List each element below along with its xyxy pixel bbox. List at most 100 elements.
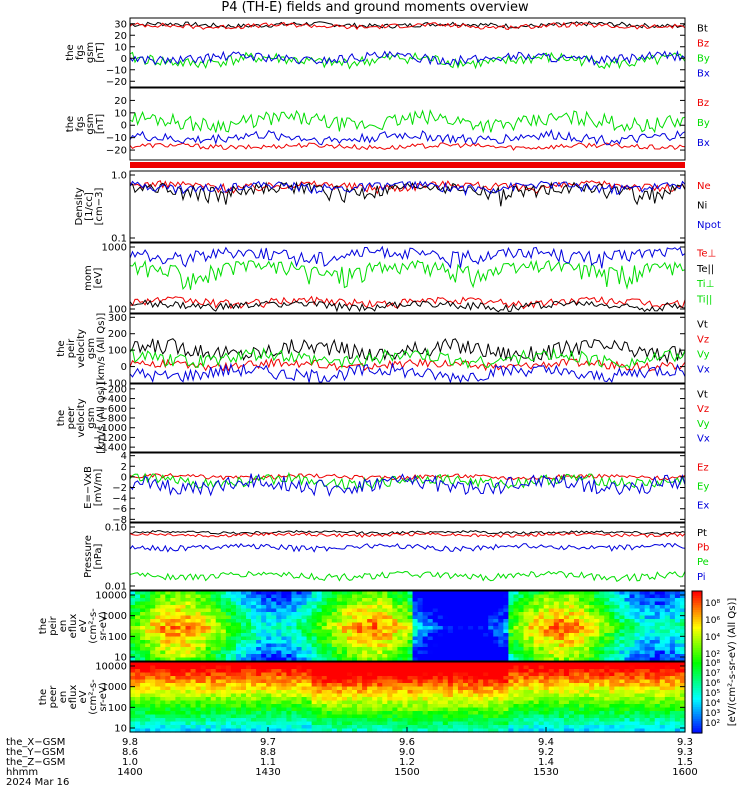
heatmap-cell — [145, 654, 151, 659]
heatmap-cell — [478, 647, 484, 652]
heatmap-cell — [210, 714, 217, 719]
heatmap-cell — [271, 629, 277, 634]
heatmap-cell — [574, 594, 580, 599]
heatmap-cell — [604, 601, 610, 606]
heatmap-cell — [478, 725, 484, 730]
heatmap-cell — [397, 690, 404, 695]
heatmap-cell — [488, 626, 494, 631]
heatmap-cell — [352, 612, 358, 617]
heatmap-cell — [568, 647, 575, 652]
heatmap-cell — [468, 704, 474, 709]
heatmap-cell — [538, 672, 545, 677]
heatmap-cell — [473, 725, 479, 730]
xaxis-value: 9.2 — [538, 747, 554, 758]
heatmap-cell — [230, 679, 237, 684]
heatmap-cell — [225, 612, 232, 617]
heatmap-cell — [271, 669, 277, 674]
heatmap-cell — [392, 676, 399, 681]
heatmap-cell — [321, 633, 328, 638]
heatmap-cell — [155, 728, 161, 733]
heatmap-cell — [478, 622, 484, 627]
heatmap-cell — [584, 672, 590, 677]
heatmap-cell — [659, 725, 666, 730]
heatmap-cell — [594, 612, 600, 617]
heatmap-cell — [180, 643, 187, 648]
heatmap-cell — [357, 721, 363, 726]
heatmap-cell — [316, 707, 323, 712]
heatmap-cell — [200, 725, 207, 730]
heatmap-cell — [417, 672, 424, 677]
heatmap-cell — [417, 612, 424, 617]
heatmap-cell — [266, 669, 272, 674]
ytick-label: −8 — [112, 515, 127, 526]
y-axis-label: peer — [48, 685, 59, 709]
heatmap-cell — [175, 718, 182, 723]
heatmap-cell — [513, 662, 520, 667]
heatmap-cell — [241, 669, 247, 674]
heatmap-cell — [397, 647, 404, 652]
heatmap-cell — [422, 721, 429, 726]
heatmap-cell — [150, 714, 156, 719]
heatmap-cell — [140, 672, 146, 677]
heatmap-cell — [321, 598, 328, 603]
heatmap-cell — [321, 654, 328, 659]
heatmap-cell — [251, 669, 257, 674]
heatmap-cell — [372, 707, 378, 712]
heatmap-cell — [498, 676, 504, 681]
heatmap-cell — [397, 662, 404, 667]
heatmap-cell — [674, 629, 681, 634]
heatmap-cell — [225, 633, 232, 638]
heatmap-cell — [140, 643, 146, 648]
heatmap-cell — [538, 721, 545, 726]
heatmap-cell — [669, 721, 676, 726]
heatmap-cell — [533, 605, 540, 610]
heatmap-cell — [594, 640, 600, 645]
heatmap-cell — [498, 591, 504, 596]
ytick-label: 1000 — [102, 243, 127, 254]
heatmap-cell — [664, 647, 671, 652]
heatmap-cell — [604, 612, 610, 617]
heatmap-cell — [674, 665, 681, 670]
heatmap-cell — [579, 714, 585, 719]
heatmap-cell — [266, 608, 272, 613]
heatmap-cell — [301, 636, 308, 641]
heatmap-cell — [382, 657, 388, 662]
heatmap-cell — [336, 626, 343, 631]
heatmap-cell — [195, 679, 202, 684]
heatmap-cell — [160, 672, 166, 677]
heatmap-cell — [235, 619, 242, 624]
heatmap-cell — [251, 601, 257, 606]
heatmap-cell — [463, 714, 469, 719]
heatmap-cell — [589, 693, 595, 698]
heatmap-cell — [155, 657, 161, 662]
heatmap-cell — [473, 594, 479, 599]
heatmap-cell — [230, 612, 237, 617]
heatmap-cell — [210, 669, 217, 674]
heatmap-cell — [195, 640, 202, 645]
heatmap-cell — [644, 711, 651, 716]
heatmap-cell — [574, 654, 580, 659]
heatmap-cell — [392, 669, 399, 674]
heatmap-cell — [246, 676, 252, 681]
heatmap-cell — [558, 640, 565, 645]
heatmap-cell — [528, 654, 535, 659]
heatmap-cell — [664, 608, 671, 613]
legend-entry: Vx — [697, 365, 710, 376]
heatmap-cell — [669, 591, 676, 596]
heatmap-cell — [266, 647, 272, 652]
heatmap-cell — [321, 612, 328, 617]
heatmap-cell — [291, 679, 298, 684]
heatmap-cell — [362, 612, 368, 617]
panel-1 — [129, 17, 686, 88]
heatmap-cell — [256, 676, 262, 681]
heatmap-cell — [241, 693, 247, 698]
heatmap-cell — [609, 711, 615, 716]
heatmap-cell — [235, 676, 242, 681]
heatmap-cell — [553, 697, 560, 702]
heatmap-cell — [296, 725, 303, 730]
heatmap-cell — [574, 704, 580, 709]
heatmap-cell — [599, 728, 605, 733]
heatmap-cell — [367, 704, 373, 709]
colorbar-cell — [692, 654, 702, 658]
heatmap-cell — [150, 693, 156, 698]
